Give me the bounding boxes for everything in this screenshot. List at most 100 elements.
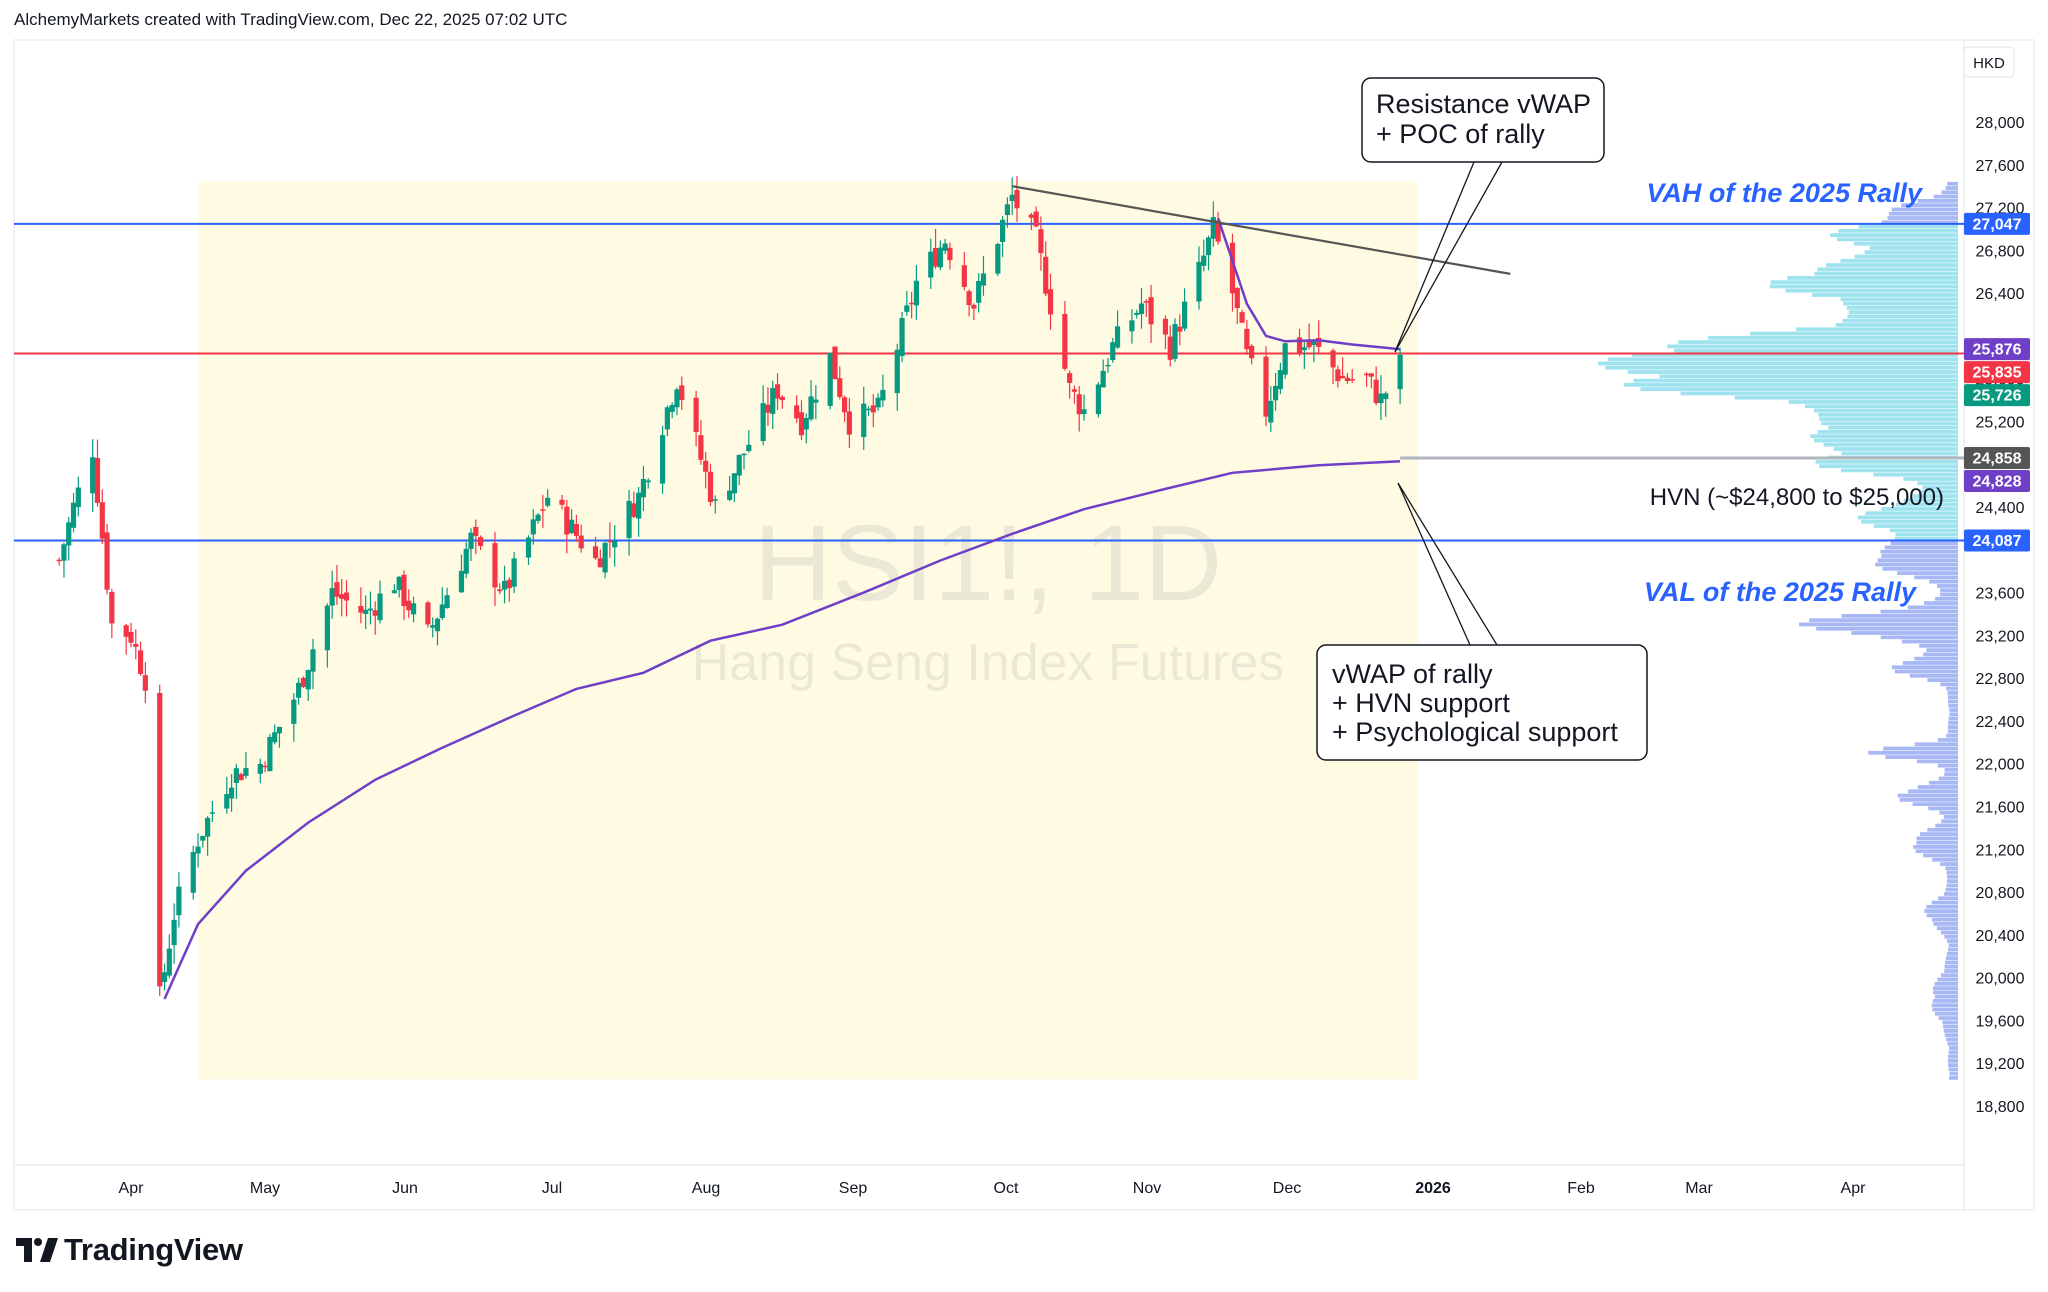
volume-profile-bar: [1841, 614, 1958, 618]
candle-body: [238, 774, 244, 781]
candle-body: [70, 502, 77, 528]
candle-body: [674, 389, 680, 408]
price-label-bg: [1964, 470, 2030, 493]
candle-body: [535, 514, 541, 521]
volume-profile-bar: [1836, 237, 1958, 242]
volume-profile-bar: [1947, 699, 1958, 704]
price-tick: 23,200: [1976, 628, 2025, 645]
volume-profile-bar: [1944, 969, 1958, 973]
candle-body: [372, 610, 378, 616]
volume-profile-bar: [1835, 323, 1958, 327]
volume-profile-bar: [1916, 840, 1958, 845]
volume-profile-bar: [1948, 1046, 1958, 1050]
volume-profile-bar: [1840, 258, 1958, 263]
volume-profile-bar: [1932, 857, 1958, 862]
candle-body: [631, 503, 637, 517]
watermark-symbol: HSI1!, 1D: [754, 502, 1222, 623]
volume-profile-bar: [1944, 964, 1958, 969]
candle-body: [205, 817, 211, 837]
candle-body: [1201, 255, 1207, 266]
candle-body: [109, 591, 115, 624]
time-tick: May: [250, 1180, 280, 1197]
volume-profile-bar: [1894, 669, 1958, 674]
price-label: 24,087: [1964, 529, 2030, 552]
volume-profile-bar: [1607, 357, 1958, 362]
candle-body: [1301, 347, 1307, 351]
volume-profile-bar: [1915, 849, 1958, 854]
candle-body: [703, 460, 709, 472]
price-label: 24,828: [1964, 470, 2030, 493]
volume-profile-bar: [1814, 271, 1958, 276]
volume-profile-bar: [1846, 305, 1958, 310]
candle-body: [592, 546, 599, 559]
callout-support[interactable]: vWAP of rally + HVN support + Psychologi…: [1316, 482, 1648, 761]
candle-body: [1138, 303, 1145, 315]
candle-body: [367, 608, 374, 611]
price-tick: 21,200: [1976, 842, 2025, 859]
volume-profile-bar: [1932, 1007, 1958, 1012]
volume-profile-bar: [1916, 836, 1958, 841]
candle-body: [329, 588, 335, 606]
price-axis[interactable]: 28,00027,60027,20026,80026,40025,60025,2…: [1976, 115, 2025, 1116]
candle-body: [56, 559, 62, 562]
volume-profile-bar: [1947, 1058, 1958, 1063]
candle-body: [712, 499, 718, 501]
volume-profile-bar: [1948, 703, 1958, 708]
volume-profile-bar: [1933, 990, 1958, 995]
candle-body: [458, 570, 465, 593]
candle-body: [430, 625, 436, 628]
chart-frame: [13, 39, 2035, 1211]
volume-profile-bar: [1947, 695, 1958, 700]
volume-profile-bar: [1890, 541, 1958, 546]
volume-profile-bar: [1891, 665, 1958, 670]
volume-profile-bar: [1940, 592, 1958, 597]
candle-body: [104, 532, 110, 590]
candle-body: [1105, 364, 1111, 367]
candle-body: [142, 675, 148, 691]
volume-profile-bar: [1944, 768, 1958, 772]
candlestick-series: [56, 176, 1403, 996]
volume-profile-bar: [1937, 584, 1958, 588]
tradingview-logo[interactable]: TradingView: [16, 1232, 243, 1268]
callout-resistance[interactable]: Resistance vWAP + POC of rally: [1361, 77, 1605, 353]
candle-body: [760, 403, 766, 442]
volume-profile-bar: [1769, 284, 1958, 289]
candle-body: [1229, 242, 1236, 294]
volume-profile-bar: [1940, 682, 1958, 687]
volume-profile-bar: [1946, 686, 1958, 691]
time-tick: Apr: [119, 1180, 145, 1197]
candle-body: [1172, 324, 1178, 359]
volume-profile-bar: [1847, 314, 1958, 319]
candle-body: [1277, 370, 1283, 390]
volume-profile-bar: [1875, 562, 1958, 567]
volume-profile-bar: [1936, 926, 1958, 931]
volume-profile-bar: [1928, 806, 1958, 811]
candle-body: [1009, 194, 1015, 202]
volume-profile-bar: [1949, 1076, 1958, 1080]
price-label-text: 25,876: [1973, 342, 2022, 359]
candle-body: [1043, 256, 1049, 294]
volume-profile-bar: [1884, 545, 1958, 550]
volume-profile-bar: [1857, 515, 1958, 520]
candle-body: [995, 243, 1001, 274]
candle-body: [636, 492, 642, 519]
volume-profile-bar: [1838, 228, 1958, 233]
volume-profile-bar: [1945, 887, 1958, 892]
volume-profile-bar: [1843, 301, 1958, 306]
volume-profile-bar: [1785, 288, 1958, 293]
candle-body: [865, 408, 872, 411]
volume-profile-bar: [1750, 331, 1958, 336]
volume-profile-bar: [1895, 532, 1958, 537]
candle-body: [1162, 318, 1169, 335]
candle-body: [166, 948, 172, 976]
candle-body: [808, 396, 814, 420]
descending-trendline[interactable]: [1012, 185, 1511, 275]
candle-body: [837, 378, 843, 397]
volume-profile-bar: [1902, 639, 1958, 644]
candle-body: [545, 497, 551, 506]
time-axis[interactable]: Apr May Jun Jul Aug Sep Oct Nov Dec 2026 Feb Mar Apr: [119, 1180, 1867, 1197]
volume-profile-bar: [1912, 802, 1958, 807]
candle-body: [1249, 345, 1255, 359]
currency-badge[interactable]: HKD: [1963, 46, 2015, 78]
